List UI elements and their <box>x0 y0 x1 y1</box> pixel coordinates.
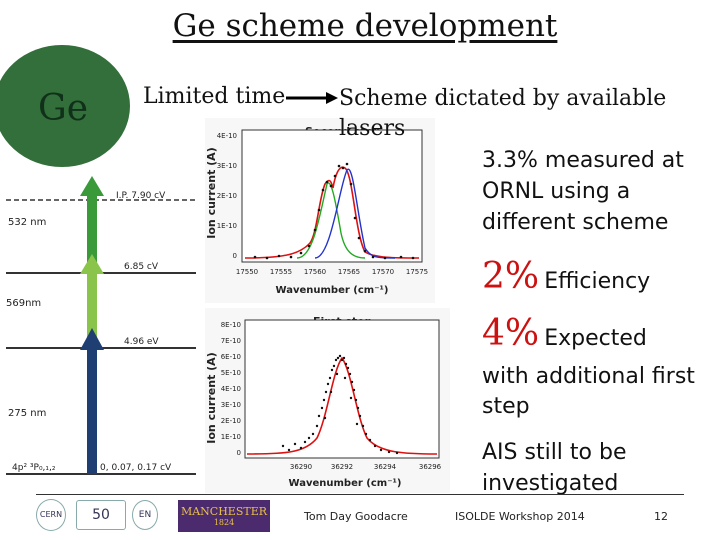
level-1-label: 4.96 eV <box>124 337 159 347</box>
footer-author: Tom Day Goodacre <box>304 510 408 523</box>
arrow-right-icon <box>286 92 338 104</box>
element-symbol: Ge <box>38 88 89 129</box>
plot-bottom-ytick: 2E-10 <box>221 417 241 425</box>
plot-top-ytick: 2E-10 <box>217 192 237 200</box>
footer-page-number: 12 <box>654 510 668 523</box>
plot-first-step: Ion current (A) First step 8E-10 7E-10 6… <box>205 308 450 493</box>
laser-1-wavelength: 275 nm <box>8 408 46 419</box>
manchester-logo-text: MANCHESTER <box>180 505 268 518</box>
additional-line: step <box>482 394 530 419</box>
plot-top-data-points <box>253 162 415 260</box>
expected-line: 4% Expected <box>482 313 647 354</box>
plot-bottom-xlabel: Wavenumber (cm⁻¹) <box>289 478 402 489</box>
efficiency-line: 2% Efficiency <box>482 256 650 297</box>
plot-bottom-xtick: 36292 <box>331 463 353 471</box>
additional-line: with additional first <box>482 364 695 389</box>
ground-term-label: 4p² ³P₀,₁,₂ <box>12 463 56 473</box>
plot-bottom-ytick: 8E-10 <box>221 321 241 329</box>
laser-2-wavelength: 569nm <box>6 298 41 309</box>
ornl-line: different scheme <box>482 210 669 235</box>
plot-bottom-xtick: 36290 <box>290 463 312 471</box>
ais-line: AIS still to be <box>482 440 627 465</box>
en-department-logo: EN <box>132 500 158 530</box>
plot-bottom-data-points <box>281 354 399 455</box>
plot-top-ytick: 3E-10 <box>217 162 237 170</box>
laser-3-arrow <box>80 176 104 273</box>
plot-bottom-ytick: 4E-10 <box>221 385 241 393</box>
plot-bottom-ytick: 7E-10 <box>221 337 241 345</box>
ais-note: AIS still to be investigated <box>482 437 627 499</box>
ais-line: investigated <box>482 471 619 496</box>
plot-top-xtick: 17575 <box>406 268 428 276</box>
plot-bottom-xtick: 36296 <box>419 463 442 471</box>
ornl-line: ORNL using a <box>482 179 631 204</box>
ground-level-label: 0, 0.07, 0.17 cV <box>100 463 172 473</box>
efficiency-value: 2% <box>482 256 540 297</box>
plot-bottom-ylabel: Ion current (A) <box>205 352 218 443</box>
scheme-text-line1: Scheme dictated by available <box>339 86 667 111</box>
plot-top-xtick: 17550 <box>236 268 258 276</box>
plot-top-xlabel: Wavenumber (cm⁻¹) <box>276 285 389 296</box>
plot-top-fit-green <box>296 182 366 259</box>
scheme-text-line2: lasers <box>339 116 406 141</box>
manchester-logo: MANCHESTER 1824 <box>178 500 270 532</box>
laser-1-arrow <box>80 328 104 474</box>
plot-top-ytick: 0 <box>233 252 237 260</box>
ornl-line: 3.3% measured at <box>482 148 684 173</box>
cern-logo: CERN <box>36 499 66 531</box>
plot-top-ytick: 1E-10 <box>217 222 237 230</box>
manchester-logo-year: 1824 <box>213 518 235 527</box>
efficiency-label: Efficiency <box>544 269 651 294</box>
plot-bottom-ytick: 6E-10 <box>221 353 241 361</box>
plot-bottom-ytick: 1E-10 <box>221 433 241 441</box>
level-2-label: 6.85 cV <box>124 262 159 272</box>
expected-value: 4% <box>482 313 540 354</box>
plot-bottom-ytick: 3E-10 <box>221 401 241 409</box>
plot-top-ytick: 4E-10 <box>217 132 237 140</box>
plot-top-xtick: 17555 <box>270 268 292 276</box>
plot-bottom-fit-red <box>246 356 438 455</box>
plot-top-xtick: 17565 <box>338 268 360 276</box>
ip-level-label: I.P. 7.90 cV <box>116 191 166 201</box>
plot-top-xtick: 17570 <box>372 268 394 276</box>
slide-title: Ge scheme development <box>172 8 558 44</box>
ornl-note: 3.3% measured at ORNL using a different … <box>482 145 684 238</box>
laser-3-wavelength: 532 nm <box>8 217 46 228</box>
plot-bottom-xtick: 36294 <box>374 463 397 471</box>
limited-time-text: Limited time <box>143 84 286 109</box>
additional-step-note: with additional first step <box>482 362 695 422</box>
footer-event: ISOLDE Workshop 2014 <box>455 510 585 523</box>
plot-top-ylabel: Ion current (A) <box>205 147 218 238</box>
plot-top-xtick: 17560 <box>304 268 326 276</box>
plot-bottom-ytick: 0 <box>237 449 241 457</box>
ionization-scheme-diagram: I.P. 7.90 cV 6.85 cV 4.96 eV 0, 0.07, 0.… <box>0 168 200 484</box>
cern-50-logo: 50 <box>76 500 126 530</box>
footer-divider <box>36 494 684 495</box>
expected-label: Expected <box>544 326 647 351</box>
ge-element-circle <box>0 45 130 167</box>
plot-second-step: Ion current (A) Second step 4E-10 3E-10 … <box>205 118 435 303</box>
plot-bottom-ytick: 5E-10 <box>221 369 241 377</box>
laser-2-arrow <box>80 254 104 348</box>
